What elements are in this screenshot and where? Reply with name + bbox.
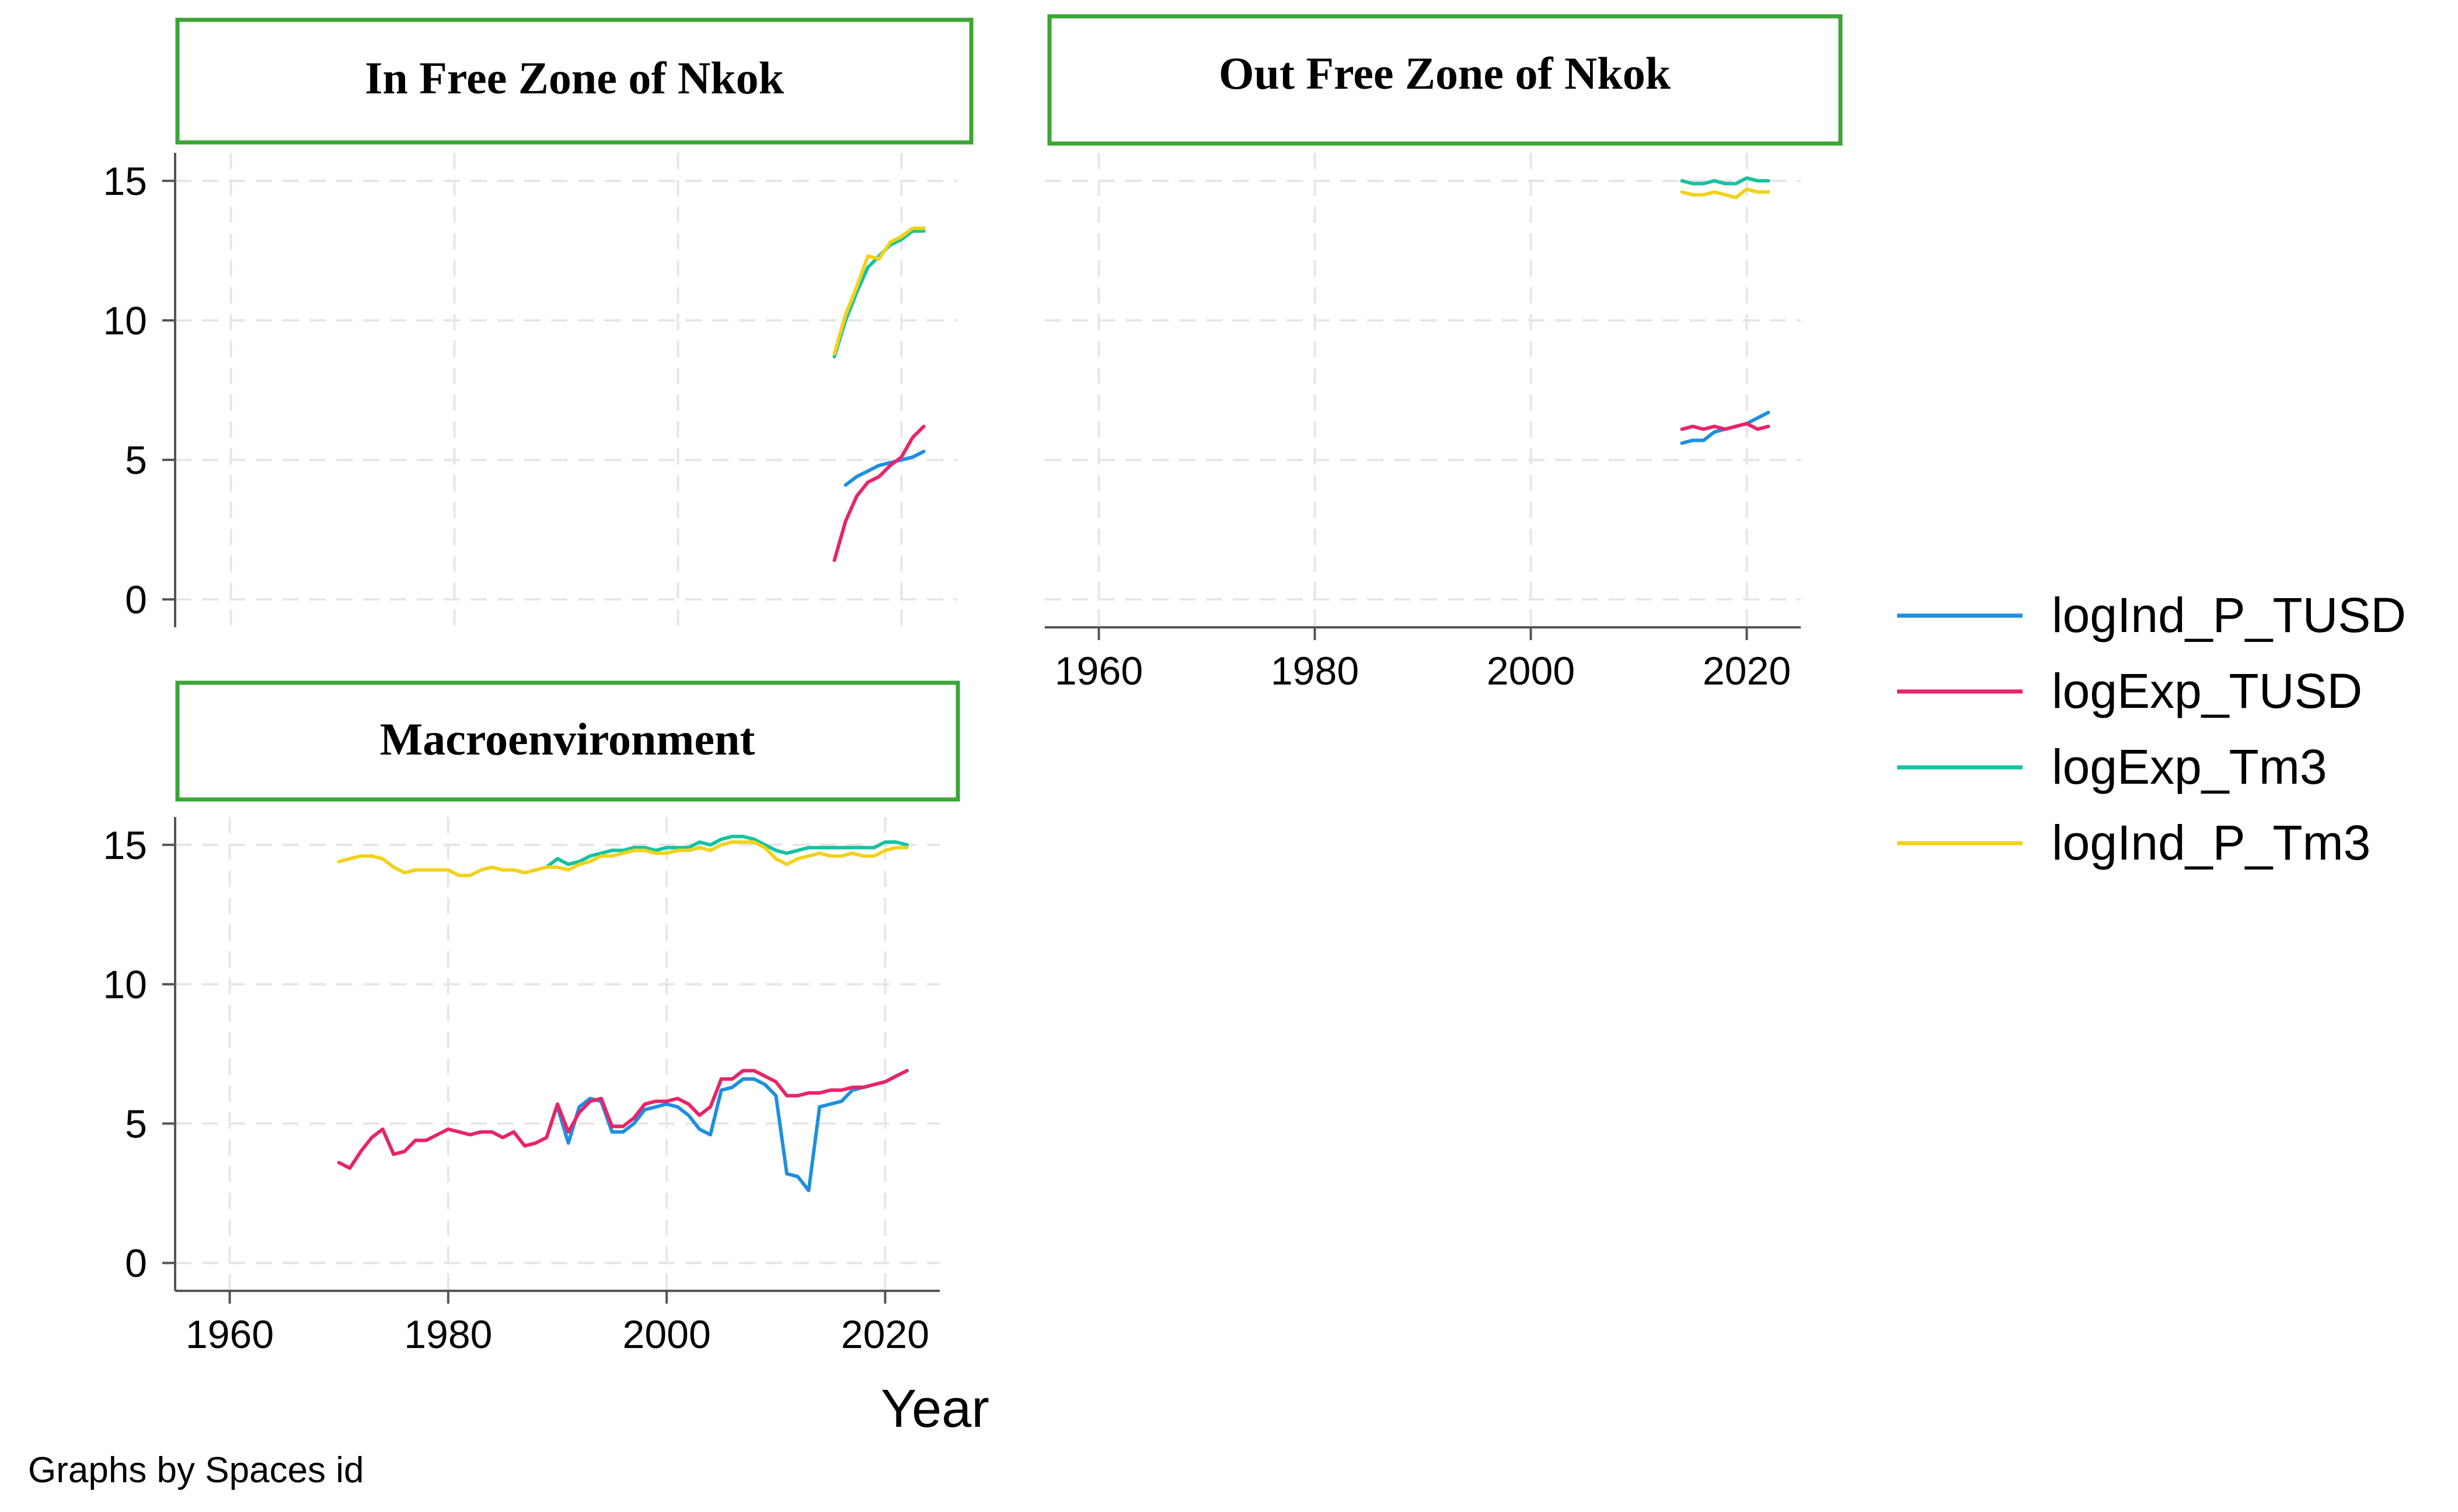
x-tick-label: 1960	[1055, 649, 1143, 693]
x-tick-label: 2000	[1487, 649, 1575, 693]
plot-series	[1680, 176, 1770, 445]
series-line-logInd_P_Tm3	[337, 840, 909, 878]
legend-label-logInd_P_TUSD: logInd_P_TUSD	[2052, 588, 2406, 642]
series-line-logExp_TUSD	[832, 424, 926, 563]
y-tick-label: 10	[103, 963, 147, 1007]
x-tick-label: 1980	[404, 1312, 492, 1357]
y-tick-label: 5	[125, 1102, 147, 1146]
x-tick-label: 1980	[1271, 649, 1359, 693]
x-axis-label: Year	[881, 1379, 989, 1438]
panel-title: In Free Zone of Nkok	[365, 53, 785, 103]
plot-grid	[175, 817, 940, 1291]
plot-axes: 0 5 10 15 1960 1980 2000 2020	[103, 817, 940, 1357]
plot-grid	[1045, 153, 1801, 627]
x-tick-label: 2000	[623, 1312, 711, 1357]
x-tick-label: 2020	[841, 1312, 929, 1357]
plot-axes: 1960 1980 2000 2020	[1045, 626, 1801, 693]
plot-series	[337, 834, 909, 1192]
legend-label-logInd_P_Tm3: logInd_P_Tm3	[2052, 815, 2370, 870]
series-line-logInd_P_Tm3	[1680, 187, 1770, 200]
y-tick-label: 15	[103, 823, 147, 868]
plot-axes: 0 5 10 15	[103, 153, 176, 627]
panel-title-box	[1047, 14, 1843, 146]
panel-out-free-zone: Out Free Zone of Nkok 1960 1980 2000 2020	[1045, 14, 1843, 693]
panel-title: Macroenvironment	[380, 714, 755, 764]
panel-macroenvironment: Macroenvironment 0 5 10 15 1960 1980 2000 2020	[103, 680, 960, 1357]
series-line-logExp_Tm3	[1680, 176, 1770, 186]
x-tick-label: 1960	[186, 1312, 274, 1357]
panel-title-box	[175, 680, 960, 802]
legend-label-logExp_TUSD: logExp_TUSD	[2052, 664, 2362, 718]
panel-in-free-zone: In Free Zone of Nkok 0 5 10 15	[103, 18, 974, 627]
panel-title: Out Free Zone of Nkok	[1219, 48, 1671, 99]
series-line-logExp_TUSD	[337, 1068, 909, 1170]
series-line-logExp_Tm3	[545, 834, 909, 869]
panel-title-box	[175, 18, 974, 145]
y-tick-label: 0	[125, 1241, 147, 1286]
y-tick-label: 15	[103, 159, 147, 204]
y-tick-label: 5	[125, 438, 147, 483]
x-tick-label: 2020	[1703, 649, 1791, 693]
series-line-logExp_TUSD	[1680, 421, 1770, 431]
plot-series	[832, 226, 926, 563]
graphs-note: Graphs by Spaces id	[28, 1450, 364, 1490]
series-line-logInd_P_TUSD	[843, 449, 926, 487]
legend: logInd_P_TUSD logExp_TUSD logExp_Tm3 logInd…	[1897, 588, 2406, 870]
series-line-logInd_P_TUSD	[556, 1068, 909, 1192]
legend-label-logExp_Tm3: logExp_Tm3	[2052, 739, 2327, 794]
y-tick-label: 0	[125, 578, 147, 622]
plot-grid	[175, 153, 957, 627]
y-tick-label: 10	[103, 299, 147, 343]
series-line-logInd_P_Tm3	[832, 226, 926, 356]
